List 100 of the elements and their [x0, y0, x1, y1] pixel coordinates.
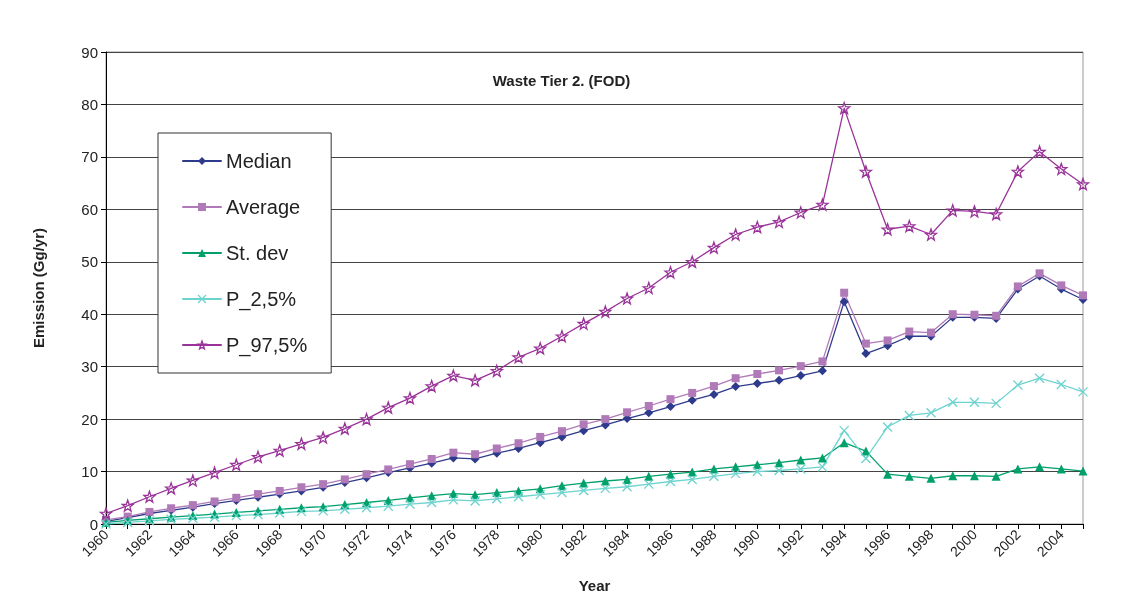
point: [555, 330, 569, 343]
point: [644, 402, 653, 410]
point: [990, 207, 1003, 221]
point: [927, 328, 936, 337]
point: [991, 398, 1002, 409]
point: [903, 219, 916, 233]
point: [709, 382, 718, 391]
point: [382, 401, 395, 414]
x-axis-title: Year: [578, 577, 611, 594]
y-tick-label: 50: [81, 253, 98, 271]
point: [252, 509, 264, 520]
point: [338, 422, 351, 435]
point: [512, 351, 525, 364]
point: [405, 460, 414, 469]
point: [404, 498, 416, 510]
point: [1033, 145, 1046, 158]
point: [448, 494, 459, 506]
point: [99, 507, 113, 520]
point: [926, 473, 936, 483]
y-tick-label: 10: [81, 463, 98, 481]
point: [883, 469, 893, 479]
point: [209, 512, 220, 523]
point: [730, 468, 741, 479]
point: [491, 493, 502, 504]
point: [251, 450, 265, 464]
point: [1055, 162, 1068, 176]
point: [231, 510, 242, 521]
legend-label: P_2,5%: [226, 288, 297, 311]
point: [1012, 379, 1024, 391]
point: [818, 357, 827, 366]
point: [557, 427, 566, 436]
y-tick-label: 60: [81, 200, 98, 218]
point: [665, 402, 675, 412]
point: [273, 444, 286, 457]
point: [1078, 466, 1088, 476]
point: [620, 292, 634, 305]
point: [599, 305, 612, 318]
y-tick-label: 80: [81, 95, 98, 113]
point: [774, 458, 784, 468]
point: [513, 491, 524, 502]
point: [860, 453, 872, 464]
point: [360, 412, 373, 426]
text: Waste Tier 2. (FOD): [492, 72, 631, 89]
point: [449, 448, 458, 457]
point: [535, 489, 546, 500]
point: [772, 215, 786, 229]
point: [384, 465, 393, 474]
point: [577, 317, 590, 330]
point: [729, 228, 742, 241]
point: [514, 439, 523, 448]
point: [817, 453, 827, 463]
legend-label: P_97,5%: [226, 334, 308, 357]
point: [687, 474, 698, 485]
point: [623, 408, 632, 417]
point: [904, 471, 914, 481]
y-tick-label: 20: [81, 410, 98, 428]
point: [579, 478, 589, 488]
point: [643, 478, 654, 490]
point: [925, 407, 937, 418]
point: [665, 469, 675, 479]
point: [687, 395, 697, 405]
point: [1077, 386, 1089, 397]
point: [817, 461, 828, 472]
point: [317, 505, 329, 517]
point: [556, 487, 568, 498]
point: [230, 458, 243, 471]
point: [882, 421, 893, 433]
point: [316, 431, 330, 444]
point: [426, 497, 437, 508]
legend-label: Median: [226, 150, 292, 172]
point: [1076, 178, 1090, 191]
point: [1035, 462, 1045, 472]
point: [664, 266, 677, 279]
point: [883, 336, 892, 345]
point: [861, 349, 871, 359]
point: [275, 486, 284, 495]
point: [642, 281, 655, 295]
point: [731, 374, 740, 383]
point: [753, 370, 762, 379]
point: [731, 382, 741, 392]
point: [752, 466, 763, 477]
legend-label: St. dev: [226, 242, 289, 264]
point: [490, 364, 503, 378]
point: [905, 327, 914, 336]
point: [752, 378, 762, 388]
point: [816, 198, 829, 211]
point: [1079, 291, 1087, 300]
point: [796, 455, 806, 465]
point: [968, 205, 981, 218]
point: [403, 391, 417, 405]
point: [164, 482, 178, 495]
point: [946, 204, 959, 217]
point: [774, 375, 784, 385]
y-axis-title: Emission (Gg/yr): [30, 227, 47, 349]
point: [1056, 379, 1067, 390]
point: [274, 507, 285, 519]
y-tick-label: 90: [81, 43, 98, 61]
point: [471, 450, 480, 459]
point: [708, 471, 720, 482]
point: [339, 504, 350, 515]
